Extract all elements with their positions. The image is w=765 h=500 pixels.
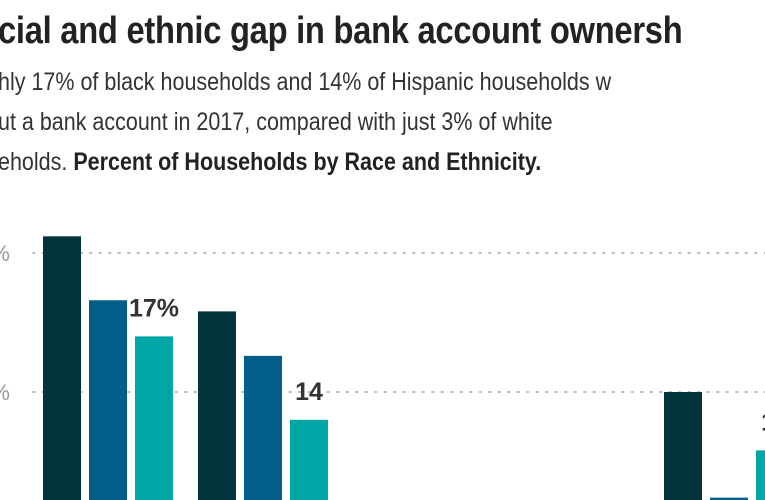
chart-title: cial and ethnic gap in bank account owne…: [0, 10, 683, 52]
bar: [710, 497, 748, 500]
bar: [244, 355, 282, 500]
subtitle-bold: Percent of Households by Race and Ethnic…: [73, 148, 542, 176]
bar: [290, 419, 328, 500]
y-tick-label: 20%: [0, 241, 10, 266]
y-tick-label: 15%: [0, 380, 10, 405]
bar: [43, 236, 81, 500]
bar: [198, 311, 236, 500]
data-label: 14: [295, 378, 323, 406]
bar: [664, 392, 702, 500]
bar: [135, 336, 173, 500]
bar: [756, 450, 765, 500]
subtitle-line-1: hly 17% of black households and 14% of H…: [0, 68, 612, 96]
subtitle-line-2: ut a bank account in 2017, compared with…: [0, 108, 553, 136]
data-label: 17%: [129, 294, 179, 322]
subtitle-line-3: eholds. Percent of Households by Race an…: [0, 148, 541, 177]
bar: [89, 300, 127, 500]
subtitle-text: eholds.: [0, 148, 68, 176]
data-label: 12: [761, 408, 765, 436]
